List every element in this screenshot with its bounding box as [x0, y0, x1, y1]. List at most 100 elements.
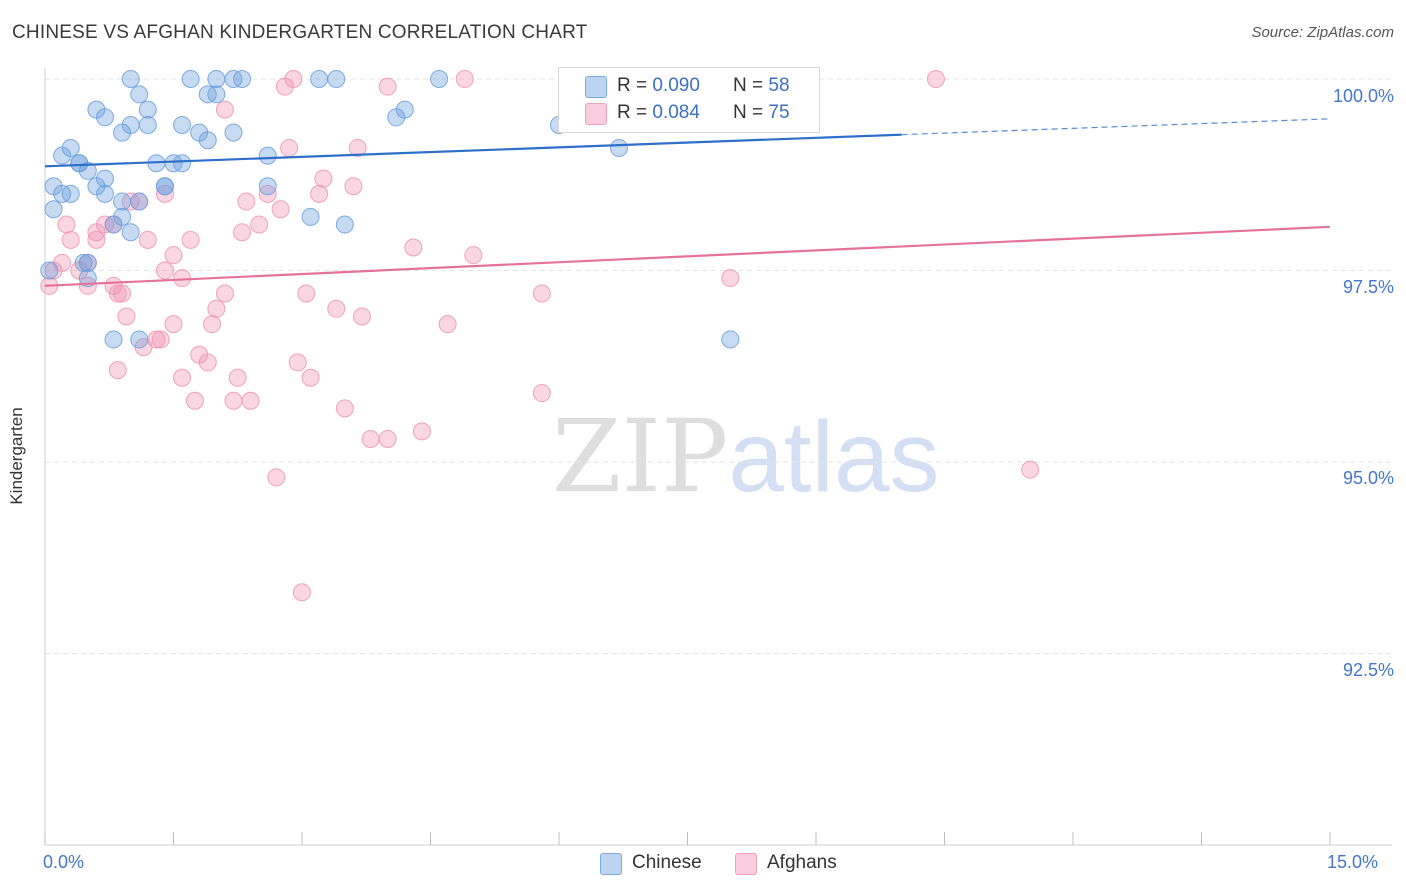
chinese-point — [44, 200, 63, 219]
chinese-point — [609, 138, 628, 157]
chinese-point — [121, 115, 140, 134]
chinese-point — [207, 85, 226, 104]
afghans-point — [113, 284, 132, 303]
afghans-point — [57, 215, 76, 234]
chinese-point — [95, 108, 114, 127]
afghans-point — [293, 583, 311, 602]
afghans-points — [40, 70, 1040, 602]
afghans-point — [215, 284, 234, 303]
afghans-point — [164, 315, 183, 334]
chinese-point — [198, 131, 217, 150]
n-value: 58 — [768, 75, 790, 96]
afghans-point — [310, 184, 329, 203]
afghans-point — [267, 468, 286, 487]
chinese-point — [113, 192, 132, 211]
chinese-point — [258, 146, 277, 165]
afghans-point — [155, 261, 174, 280]
chinese-point — [74, 253, 93, 272]
trend-lines — [44, 118, 1331, 287]
chinese-swatch — [585, 76, 607, 98]
watermark-zip: ZIP — [552, 398, 729, 515]
chinese-point — [138, 115, 157, 134]
chinese-point — [327, 70, 346, 88]
afghans-point — [314, 169, 333, 188]
afghans-point — [301, 368, 320, 387]
chinese-point — [310, 70, 329, 88]
chinese-point — [233, 70, 252, 88]
afghans-point — [335, 399, 354, 418]
afghans-point — [348, 138, 367, 157]
afghans-point — [532, 384, 551, 403]
n-value: 75 — [768, 102, 790, 123]
afghans-point — [241, 391, 260, 410]
chinese-swatch — [600, 853, 622, 875]
chinese-point — [301, 207, 320, 226]
chinese-point — [138, 100, 157, 119]
chinese-point — [78, 161, 97, 180]
afghans-point — [164, 246, 183, 265]
afghans-point — [185, 391, 204, 410]
correlation-legend: R = 0.090 N = 58 R = 0.084 N = 75 — [558, 67, 820, 133]
afghans-point — [284, 70, 303, 88]
chinese-point — [78, 253, 97, 272]
chinese-point — [121, 70, 140, 88]
afghans-point — [155, 184, 174, 203]
chinese-r: R = 0.090 — [617, 75, 700, 97]
afghans-point — [327, 299, 346, 318]
chinese-point — [130, 330, 149, 349]
afghans-point — [181, 230, 200, 249]
chinese-point — [430, 70, 449, 88]
afghans-point — [203, 315, 222, 334]
chinese-point — [113, 207, 132, 226]
afghans-point — [87, 230, 106, 249]
chinese-point — [130, 192, 149, 211]
chinese-point — [61, 184, 80, 203]
afghans-point — [412, 422, 431, 441]
chinese-trend-line — [44, 133, 902, 168]
afghans-point — [108, 361, 127, 380]
chinese-point — [207, 70, 226, 88]
chinese-point — [121, 223, 140, 242]
source-label: Source: ZipAtlas.com — [1251, 24, 1394, 41]
chinese-point — [335, 215, 354, 234]
afghans-point — [378, 430, 397, 449]
r-label: R = — [617, 102, 653, 123]
afghans-point — [108, 284, 127, 303]
afghans-point — [297, 284, 316, 303]
afghans-point — [138, 230, 157, 249]
chinese-point — [164, 154, 183, 173]
r-label: R = — [617, 75, 653, 96]
chinese-point — [258, 177, 277, 196]
afghans-point — [532, 284, 551, 303]
chinese-point — [104, 330, 123, 349]
r-value: 0.090 — [652, 75, 700, 96]
chinese-point — [155, 177, 174, 196]
chart-title: CHINESE VS AFGHAN KINDERGARTEN CORRELATI… — [12, 22, 588, 43]
grid-lines — [45, 78, 1392, 654]
afghans-point — [173, 368, 192, 387]
y-tick-label: 100.0% — [1332, 86, 1394, 106]
afghans-point — [464, 246, 483, 265]
chinese-n: N = 58 — [733, 75, 790, 97]
afghans-point — [1021, 460, 1040, 479]
afghans-point — [926, 70, 945, 88]
x-tick-label: 15.0% — [1327, 852, 1379, 872]
afghans-point — [361, 430, 380, 449]
afghans-point — [288, 353, 307, 372]
afghans-point — [117, 307, 136, 326]
afghans-point — [207, 299, 226, 318]
r-value: 0.084 — [652, 102, 700, 123]
chinese-point — [721, 330, 740, 349]
afghans-point — [271, 200, 290, 219]
chinese-point — [395, 100, 414, 119]
y-tick-label: 95.0% — [1342, 468, 1394, 488]
afghans-point — [61, 230, 80, 249]
afghans-point — [352, 307, 371, 326]
afghans-point — [721, 269, 740, 288]
y-tick-label: 92.5% — [1342, 660, 1394, 680]
afghans-point — [215, 100, 234, 119]
afghans-point — [378, 77, 397, 96]
legend-label: Chinese — [632, 852, 702, 873]
afghans-point — [455, 70, 474, 88]
